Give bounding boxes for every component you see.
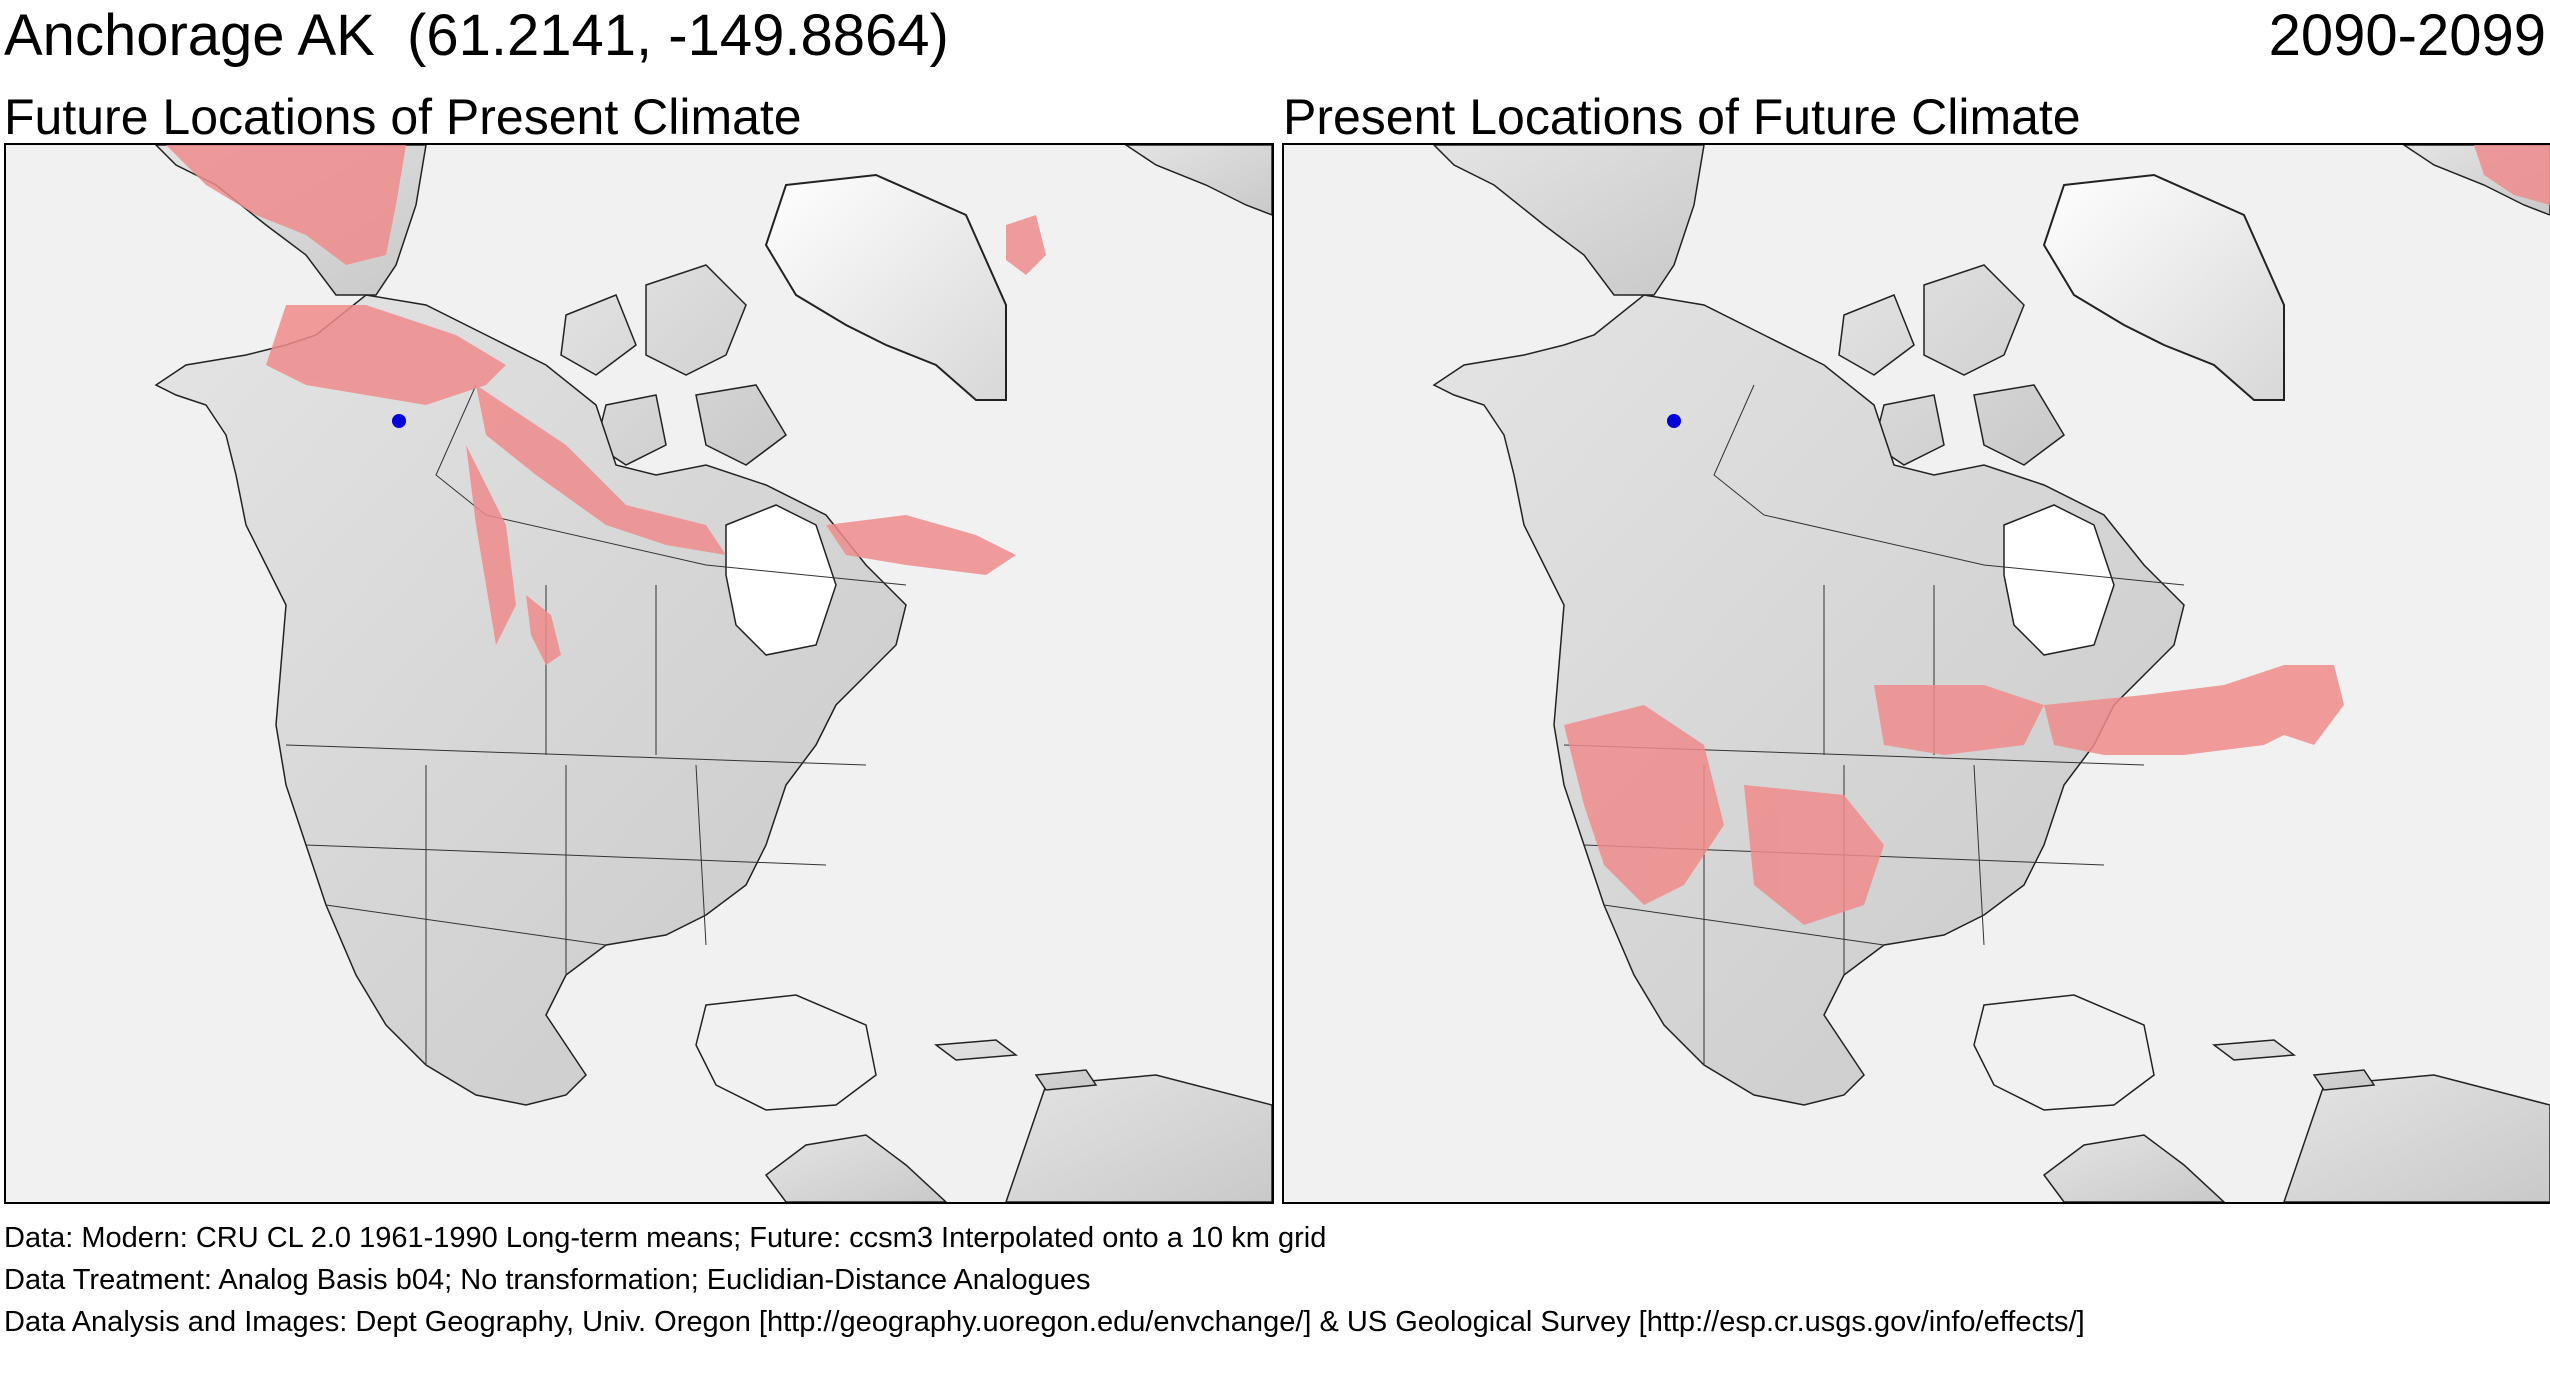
right-panel-title: Present Locations of Future Climate <box>1283 89 2081 145</box>
north-america-landmass <box>154 294 907 1106</box>
gulf-of-mexico <box>1973 994 2155 1111</box>
footer-data-line: Data: Modern: CRU CL 2.0 1961-1990 Long-… <box>4 1222 1327 1254</box>
footer-analysis-line: Data Analysis and Images: Dept Geography… <box>4 1306 2085 1338</box>
arctic-islands <box>1838 264 2065 466</box>
left-panel-title: Future Locations of Present Climate <box>4 89 802 145</box>
great-lakes-analog-region <box>2044 665 2304 755</box>
central-america-landmass <box>764 1134 948 1202</box>
right-map-panel <box>1282 143 2550 1204</box>
political-borders <box>285 384 907 1065</box>
left-analog-regions <box>166 145 1046 665</box>
central-america-landmass <box>2042 1134 2226 1202</box>
location-title: Anchorage AK (61.2141, -149.8864) <box>4 3 949 68</box>
anchorage-marker <box>392 414 406 428</box>
arctic-islands <box>560 264 787 466</box>
south-america-landmass <box>1005 1074 1272 1202</box>
hudson-bay <box>2003 504 2115 656</box>
caribbean-islands <box>2211 1039 2376 1091</box>
siberia-analog-region <box>166 145 406 265</box>
greenland-landmass <box>2042 173 2285 401</box>
left-map <box>154 145 1272 1202</box>
hudson-bay <box>725 504 837 656</box>
right-map <box>1432 145 2550 1202</box>
europe-landmass <box>1124 145 1272 216</box>
west-analog-region <box>1564 705 1724 905</box>
right-analog-regions <box>1564 145 2550 925</box>
quebec-analog-region <box>826 515 1016 575</box>
period-label: 2090-2099 <box>2268 3 2546 68</box>
caribbean-islands <box>933 1039 1098 1091</box>
north-america-landmass <box>1432 294 2185 1106</box>
coast-analog-region <box>466 445 516 645</box>
left-map-panel <box>4 143 1274 1204</box>
northern-plains-analog-region <box>1874 685 2044 755</box>
gulf-of-mexico <box>695 994 877 1111</box>
rockies-analog-region <box>526 595 561 665</box>
anchorage-marker <box>1667 414 1681 428</box>
northeast-analog-region <box>2284 665 2344 745</box>
south-america-landmass <box>2283 1074 2550 1202</box>
yukon-analog-region <box>476 385 726 555</box>
rockies-analog-region <box>1744 785 1884 925</box>
greenland-landmass <box>764 173 1007 401</box>
footer-treatment-line: Data Treatment: Analog Basis b04; No tra… <box>4 1264 1091 1296</box>
europe-analog-region <box>2474 145 2550 205</box>
siberia-landmass <box>1432 145 1705 296</box>
greenland-east-analog-region <box>1006 215 1046 275</box>
alaska-analog-region <box>266 305 506 405</box>
